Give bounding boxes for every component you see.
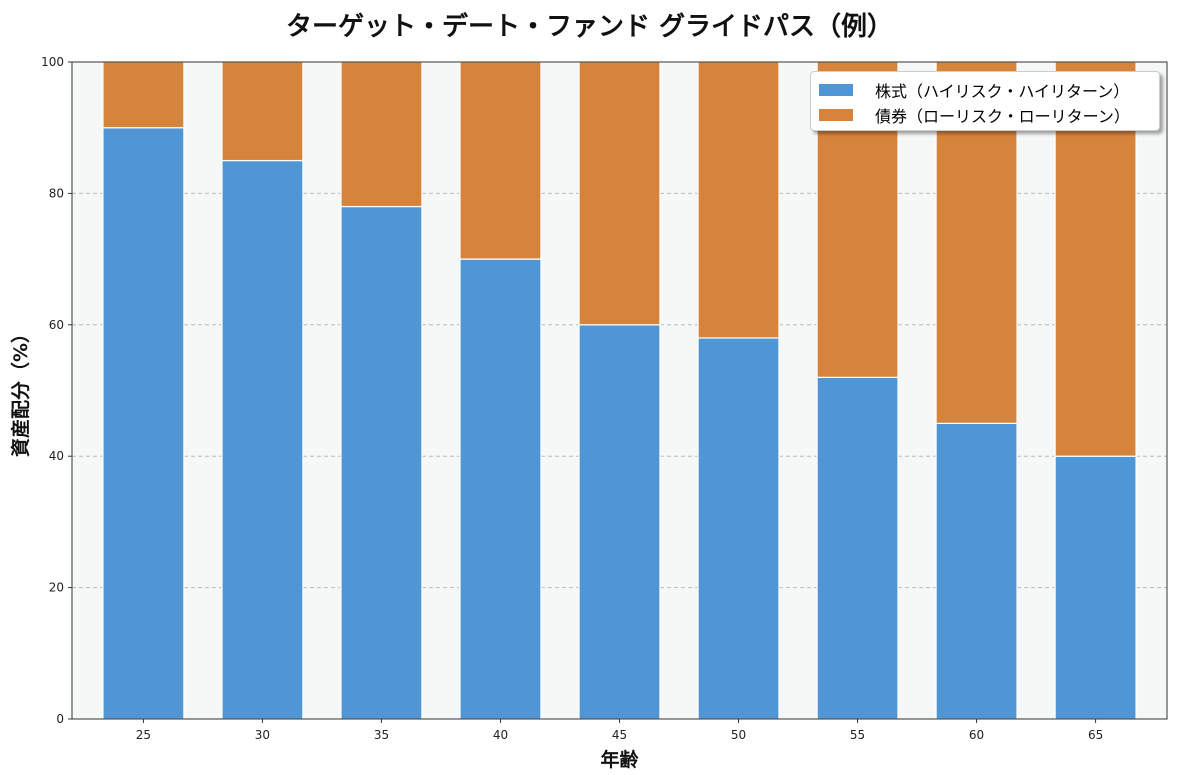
x-tick-label: 55	[850, 728, 865, 742]
legend-swatch	[819, 84, 853, 96]
legend-label: 株式（ハイリスク・ハイリターン）	[875, 82, 1130, 101]
x-axis-label: 年齢	[600, 748, 639, 771]
y-tick-label: 80	[49, 186, 64, 200]
y-tick-label: 60	[49, 318, 64, 332]
bar-bonds-30	[221, 61, 304, 162]
legend-item-bonds: 債券（ローリスク・ローリターン）	[819, 103, 1130, 127]
x-tick-label: 25	[136, 728, 151, 742]
bar-stocks-45	[578, 324, 661, 720]
legend-swatch	[819, 109, 853, 121]
bar-stocks-55	[816, 376, 899, 720]
y-tick-label: 100	[41, 55, 64, 69]
bar-bonds-50	[697, 61, 780, 339]
legend-item-stocks: 株式（ハイリスク・ハイリターン）	[819, 78, 1129, 102]
x-tick-label: 45	[612, 728, 627, 742]
legend-label: 債券（ローリスク・ローリターン）	[875, 107, 1130, 126]
bar-stocks-30	[221, 159, 304, 720]
bar-bonds-35	[340, 61, 423, 208]
bar-stocks-50	[697, 337, 780, 720]
bar-stocks-60	[935, 422, 1018, 720]
bar-stocks-35	[340, 205, 423, 720]
legend: 株式（ハイリスク・ハイリターン） 債券（ローリスク・ローリターン）	[810, 71, 1160, 131]
x-tick-label: 50	[731, 728, 746, 742]
x-tick-label: 35	[374, 728, 389, 742]
bar-bonds-45	[578, 61, 661, 326]
y-tick-label: 20	[49, 581, 64, 595]
x-tick-label: 60	[969, 728, 984, 742]
y-tick-label: 0	[56, 712, 64, 726]
y-tick-label: 40	[49, 449, 64, 463]
plot-frame	[71, 61, 1168, 720]
y-axis-label: 資産配分（%）	[9, 324, 32, 457]
bar-bonds-25	[102, 61, 185, 129]
x-tick-label: 30	[255, 728, 270, 742]
x-tick-label: 40	[493, 728, 508, 742]
bar-stocks-25	[102, 127, 185, 720]
x-tick-label: 65	[1088, 728, 1103, 742]
bar-stocks-40	[459, 258, 542, 720]
bar-stocks-65	[1054, 455, 1137, 720]
chart-title: ターゲット・デート・ファンド グライドパス（例）	[285, 12, 894, 42]
bar-bonds-40	[459, 61, 542, 260]
